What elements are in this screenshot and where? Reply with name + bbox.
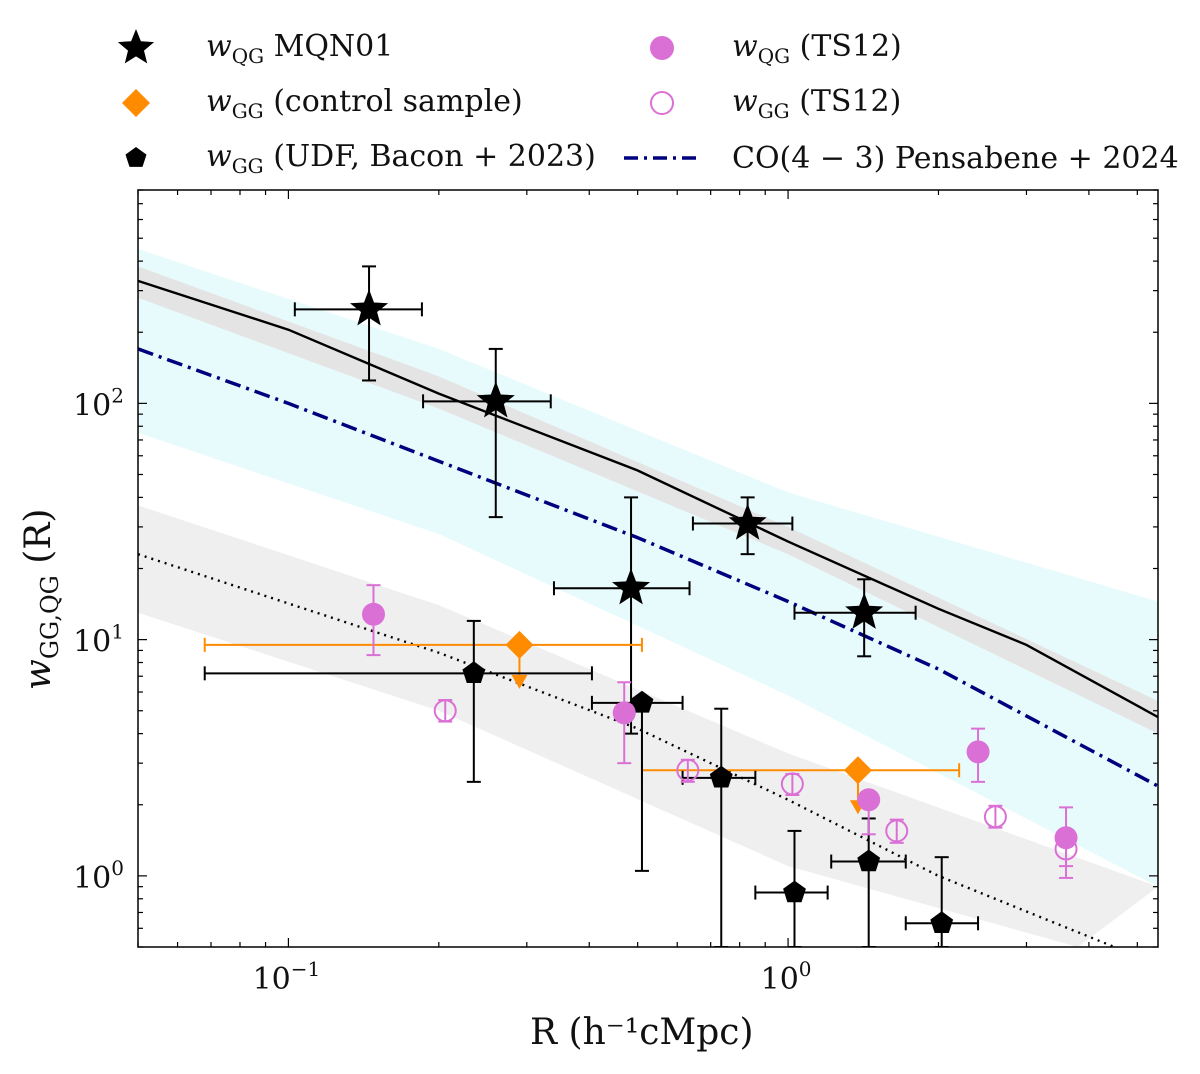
legend-text: (TS12)	[799, 83, 902, 119]
legend-item-wqg-mqn01: wQG MQN01	[96, 23, 393, 73]
data-point-filled-circle	[612, 701, 636, 725]
model-line	[138, 553, 1115, 947]
series-open-circle	[433, 699, 1078, 868]
y-tick-label: 100	[73, 856, 124, 896]
legend-text: (UDF, Bacon + 2023)	[273, 138, 596, 174]
legend: wQG MQN01 wQG (TS12) wGG (control sample…	[0, 0, 1200, 190]
open-circle-marker-icon	[650, 91, 674, 115]
data-point-open-circle	[1054, 837, 1078, 861]
confidence-band	[138, 505, 1158, 947]
x-tick-label: 100	[761, 957, 812, 997]
plot-area	[138, 249, 1158, 947]
star-marker-icon	[117, 29, 155, 64]
legend-subscript: GG	[757, 98, 790, 123]
axis-ticks	[137, 189, 1158, 948]
data-point-star	[612, 568, 651, 605]
legend-item-wgg-control: wGG (control sample)	[96, 78, 523, 128]
legend-subscript: GG	[231, 98, 264, 123]
model-line	[138, 279, 1158, 719]
data-point-pentagon	[857, 849, 881, 872]
legend-item-wqg-ts12: wQG (TS12)	[622, 23, 902, 73]
dashdot-line-icon	[624, 156, 700, 160]
y-tick-label: 101	[73, 620, 124, 660]
legend-text: CO(4 − 3) Pensabene + 2024	[732, 140, 1179, 176]
data-point-pentagon	[930, 911, 954, 933]
data-point-pentagon	[783, 880, 806, 903]
data-point-open-circle	[983, 805, 1007, 829]
data-point-open-circle	[885, 819, 909, 843]
data-point-pentagon	[462, 661, 486, 683]
data-point-star	[476, 381, 515, 418]
x-tick-label: 10−1	[253, 957, 321, 997]
filled-circle-marker-icon	[650, 36, 674, 60]
confidence-band	[138, 249, 1158, 887]
data-point-pentagon	[709, 765, 733, 788]
diamond-marker-icon	[122, 89, 150, 117]
legend-item-wgg-udf: wGG (UDF, Bacon + 2023)	[96, 133, 596, 183]
pentagon-marker-icon	[125, 147, 147, 167]
legend-symbol: w	[206, 28, 232, 64]
legend-item-wgg-ts12: wGG (TS12)	[622, 78, 901, 128]
data-point-filled-circle	[361, 602, 385, 626]
legend-subscript: QG	[757, 43, 791, 68]
confidence-band	[138, 266, 1158, 734]
data-point-open-circle	[433, 699, 457, 723]
legend-symbol: w	[732, 83, 758, 119]
data-point-star	[728, 503, 767, 540]
legend-symbol: w	[732, 28, 758, 64]
data-point-filled-circle	[966, 740, 990, 764]
legend-subscript: QG	[231, 43, 265, 68]
x-axis-title: R (h⁻¹cMpc)	[530, 1012, 754, 1053]
legend-symbol: w	[206, 138, 232, 174]
series-diamond	[203, 630, 961, 815]
data-point-open-circle	[676, 758, 700, 782]
y-tick-label: 102	[73, 383, 124, 423]
data-point-open-circle	[780, 772, 804, 796]
legend-text: MQN01	[273, 28, 394, 64]
data-point-diamond	[843, 756, 872, 785]
data-point-pentagon	[630, 690, 654, 713]
data-point-filled-circle	[857, 788, 881, 812]
upper-limit-arrow	[511, 674, 528, 689]
series-star	[293, 265, 917, 735]
data-point-diamond	[505, 630, 534, 659]
data-point-star	[350, 289, 389, 326]
y-axis-title: wGG,QG (R)	[18, 508, 65, 690]
model-line	[138, 347, 1158, 788]
legend-subscript: GG	[231, 153, 264, 178]
legend-item-co43: CO(4 − 3) Pensabene + 2024	[622, 133, 1179, 183]
data-point-star	[845, 592, 884, 629]
legend-text: (control sample)	[273, 83, 523, 119]
legend-text: (TS12)	[799, 28, 902, 64]
legend-symbol: w	[206, 83, 232, 119]
